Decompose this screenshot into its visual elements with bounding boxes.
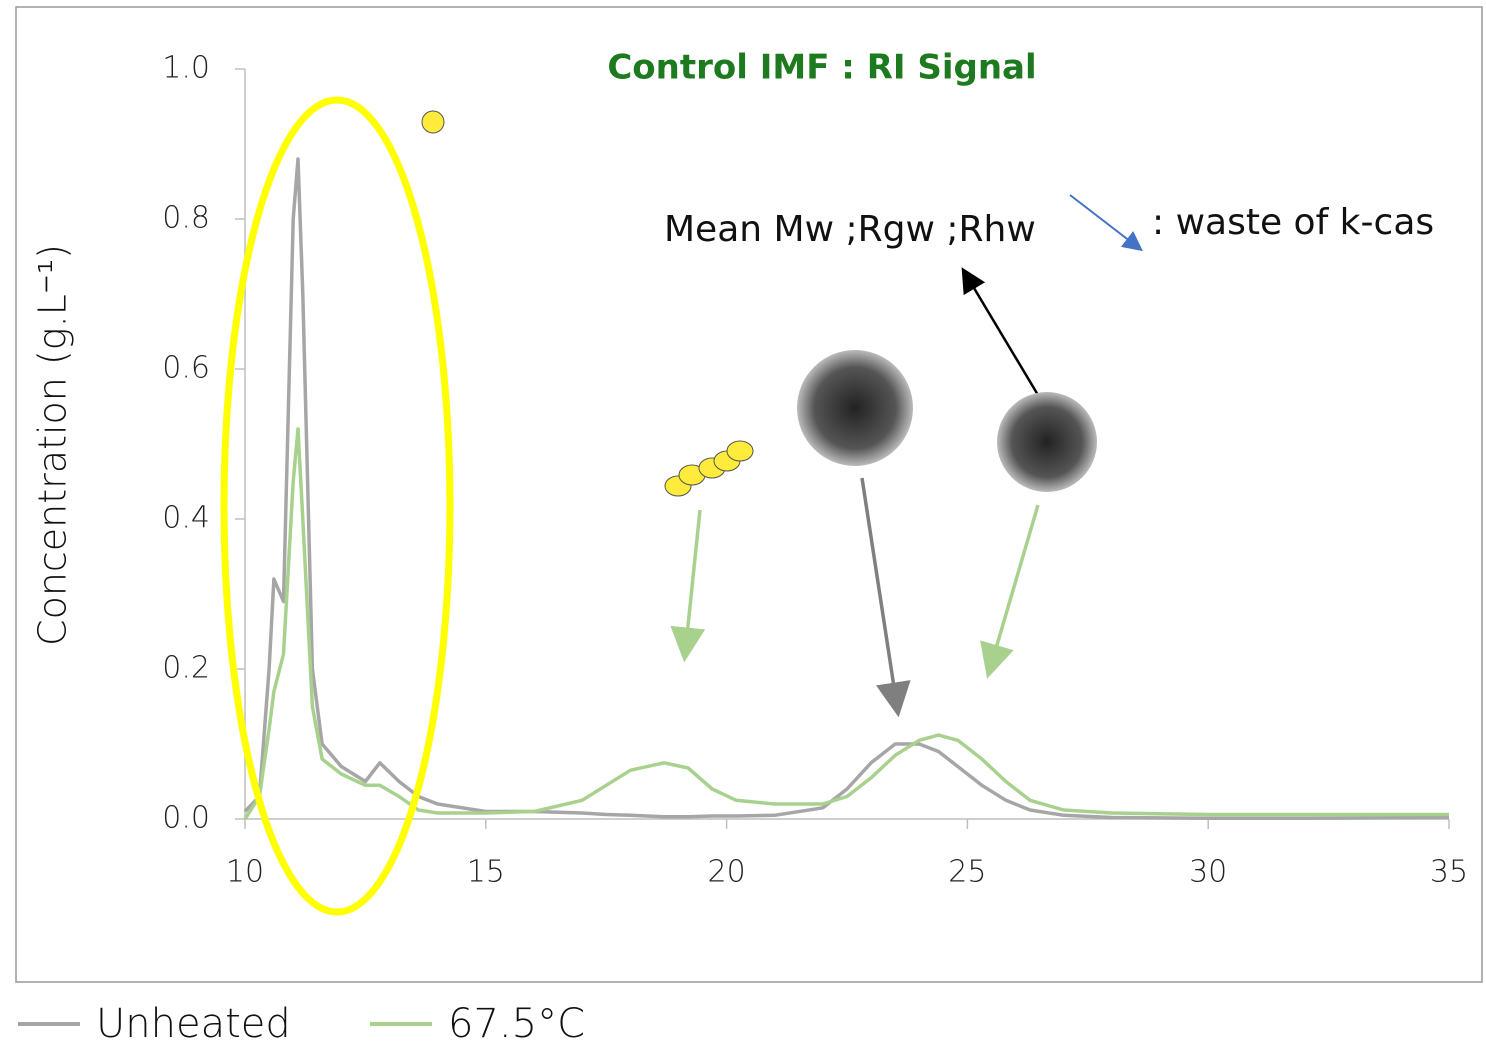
series-line — [243, 427, 1449, 820]
arrow — [670, 509, 706, 663]
x-tick-label: 15 — [467, 855, 505, 890]
y-tick-label: 0.2 — [162, 651, 210, 686]
highlight-ellipse — [220, 96, 454, 916]
micelle-icon — [997, 392, 1097, 492]
chart-frame — [15, 6, 1483, 983]
y-tick-label: 0.8 — [162, 201, 210, 236]
annotation: Mean Mw ;Rgw ;Rhw — [664, 209, 1036, 250]
legend-label: Unheated — [96, 1001, 291, 1047]
plot-area — [243, 157, 1450, 821]
monomer-icon — [421, 110, 445, 134]
arrow — [961, 267, 1040, 396]
arrow — [980, 504, 1040, 679]
legend: Unheated 67.5°C — [18, 1001, 585, 1047]
x-tick-label: 35 — [1430, 855, 1468, 890]
arrow — [860, 477, 911, 718]
x-tick-label: 25 — [948, 855, 986, 890]
x-tick-label: 30 — [1189, 855, 1227, 890]
y-axis-label: Concentration (g.L⁻¹) — [31, 244, 75, 646]
series-line — [243, 157, 1450, 821]
chart-title: Control IMF : RI Signal — [607, 48, 1036, 88]
x-tick-label: 20 — [708, 855, 746, 890]
legend-label: 67.5°C — [448, 1001, 585, 1047]
arrow — [1069, 194, 1143, 252]
annotation: : waste of k-cas — [1152, 202, 1434, 243]
chain-icon — [664, 440, 754, 497]
y-tick-label: 0.4 — [162, 501, 210, 536]
x-tick-label: 10 — [226, 855, 264, 890]
y-tick-label: 0.6 — [162, 351, 210, 386]
y-tick-label: 0.0 — [162, 801, 210, 836]
micelle-icon — [797, 350, 913, 466]
y-tick-label: 1.0 — [162, 51, 210, 86]
